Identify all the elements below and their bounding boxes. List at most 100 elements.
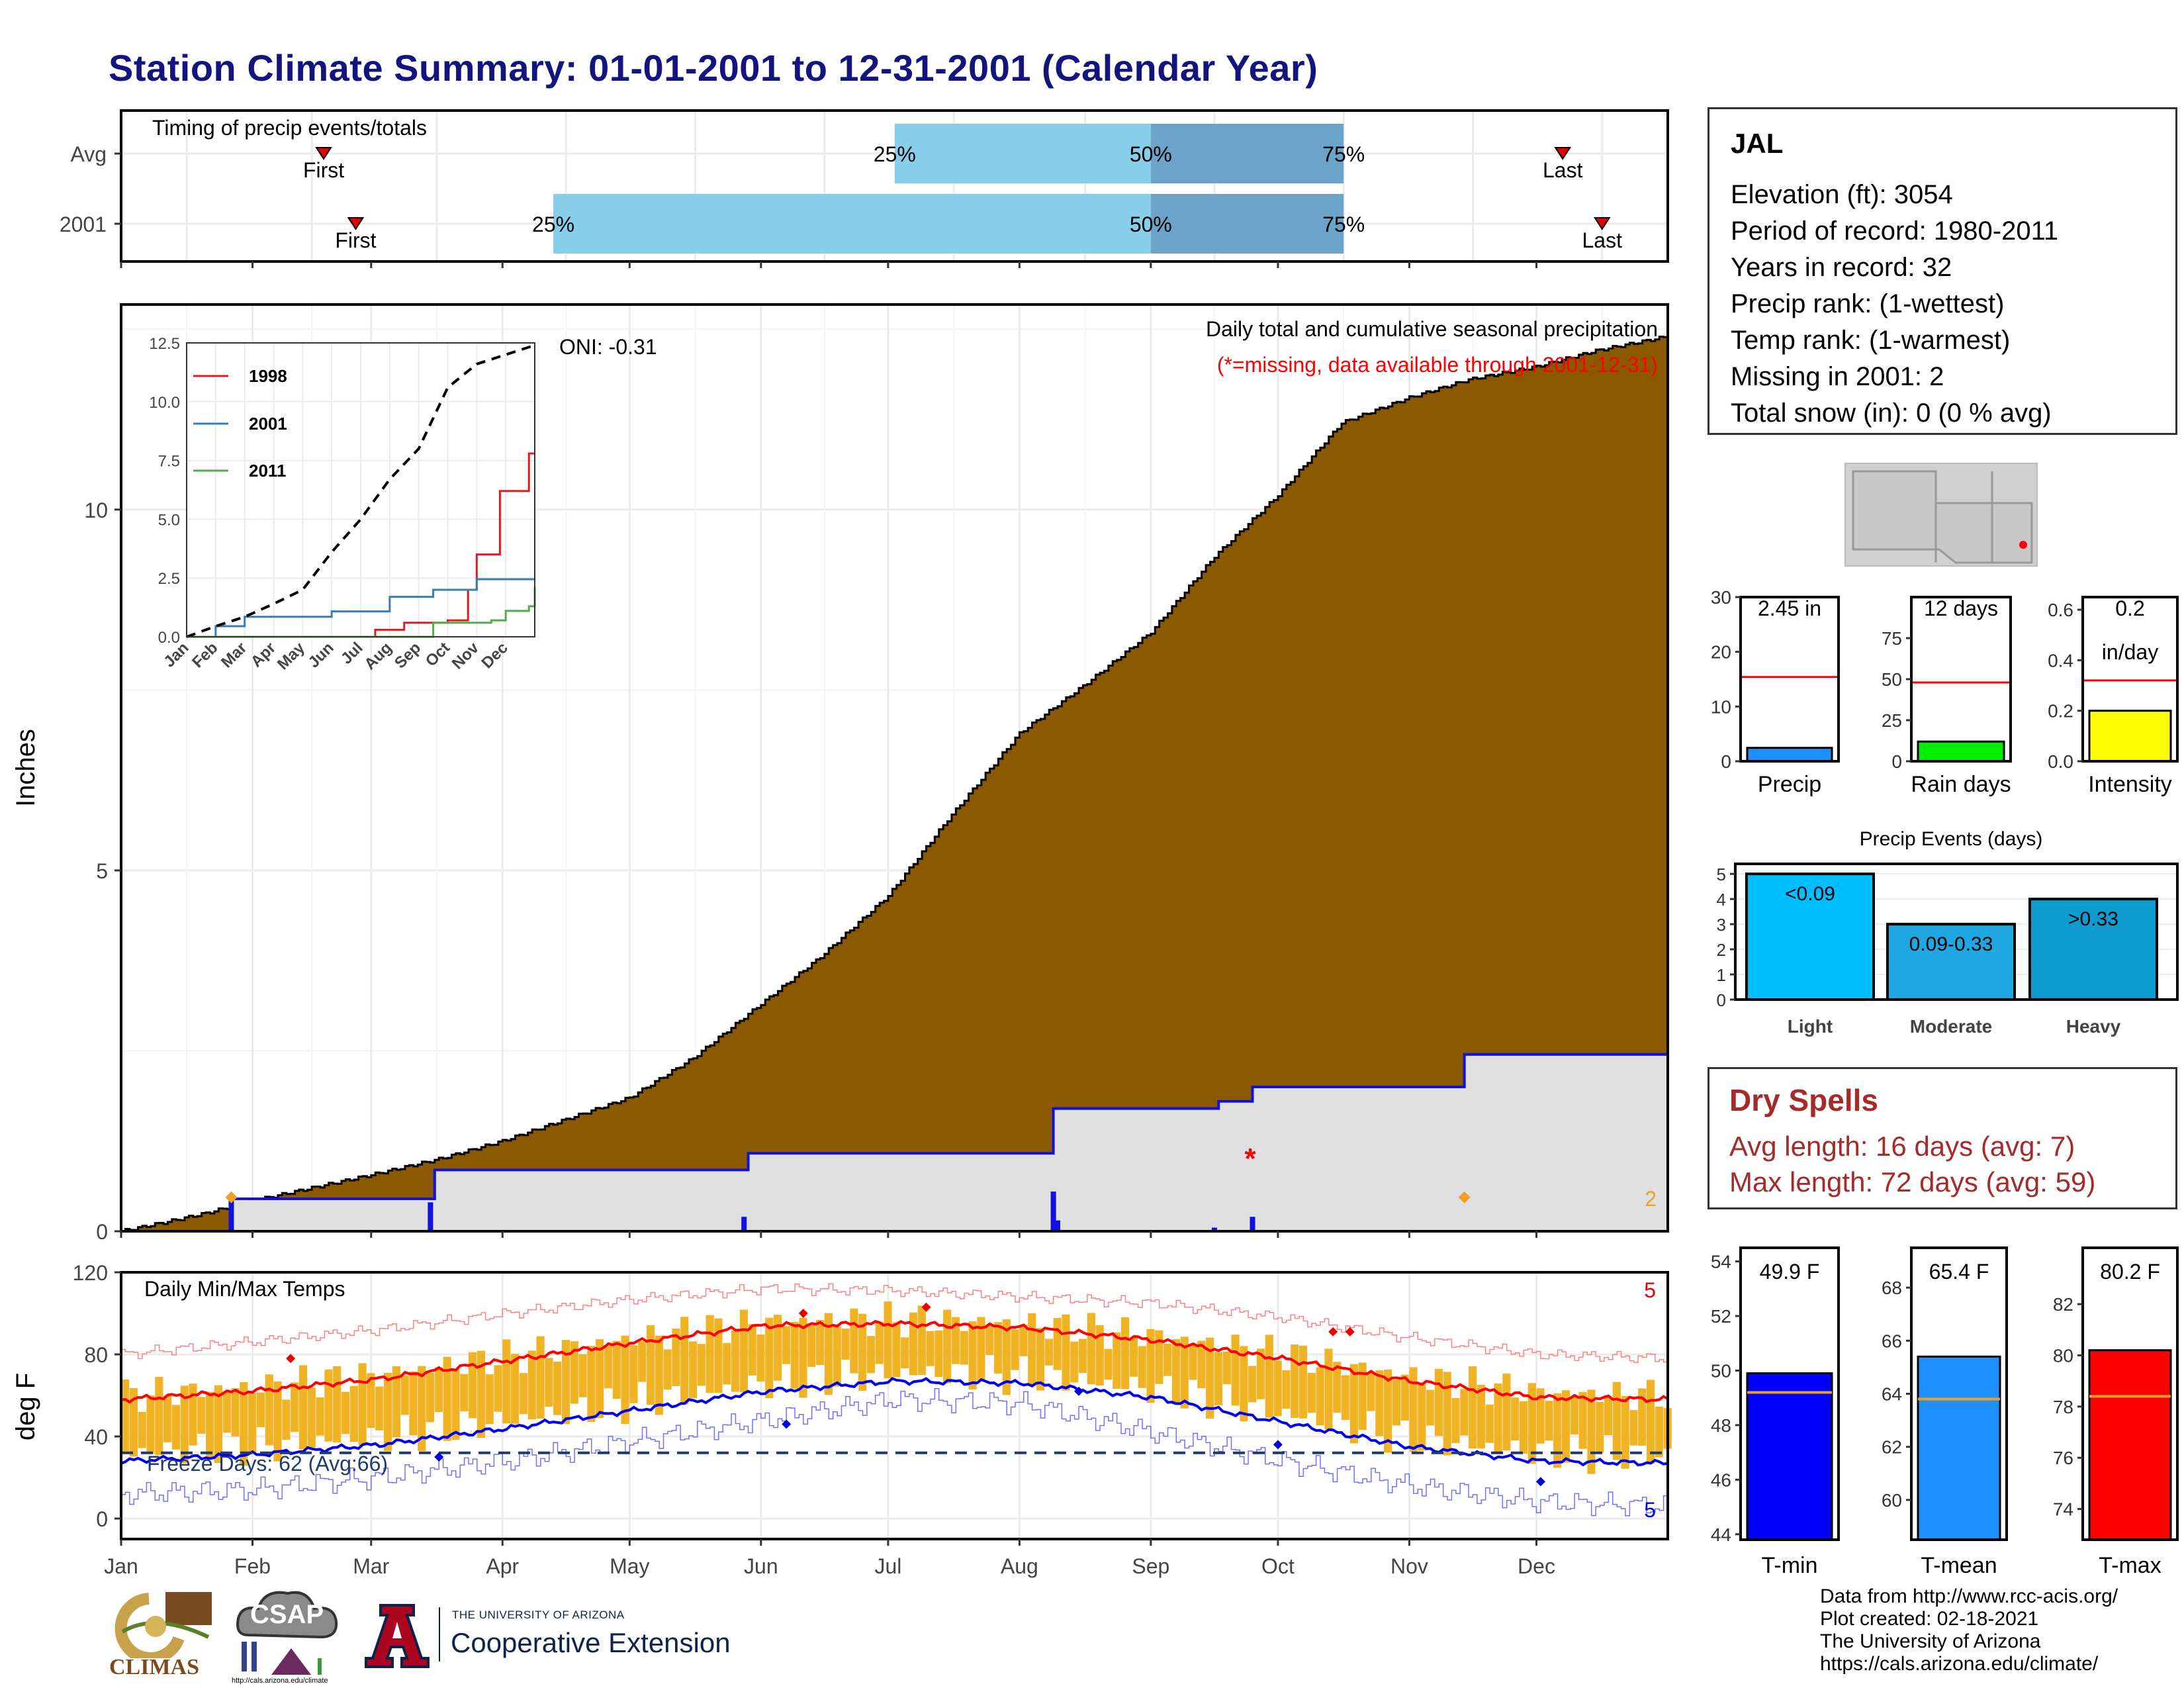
daily-temp-bar (307, 1387, 316, 1448)
events-category-label: Light (1788, 1016, 1833, 1037)
daily-temp-bar (138, 1411, 146, 1448)
daily-temp-bar (993, 1322, 1003, 1374)
daily-temp-bar (511, 1354, 520, 1424)
summary-precip-y-tick-label: 20 (1711, 642, 1731, 663)
daily-temp-bar (723, 1342, 731, 1385)
record-low-marker (434, 1452, 444, 1462)
daily-temp-bar (502, 1339, 511, 1424)
timing-p75-label: 75% (1322, 142, 1365, 166)
daily-temp-bar (1104, 1348, 1113, 1380)
daily-temp-bar (240, 1382, 248, 1466)
summary-temp-y-tick-label: 44 (1711, 1524, 1731, 1545)
month-tick-label: Jan (104, 1554, 138, 1578)
daily-temp-bar (578, 1354, 587, 1397)
station-years: Years in record: 32 (1731, 253, 1952, 282)
summary-temp-y-tick-label: 52 (1711, 1306, 1731, 1327)
footer-line: Data from http://www.rcc-acis.org/ (1820, 1585, 2118, 1607)
daily-temp-bar (1231, 1335, 1240, 1406)
events-category-label: Heavy (2066, 1016, 2121, 1037)
daily-temp-bar (1291, 1344, 1299, 1418)
daily-temp-bar (121, 1379, 130, 1454)
summary-precip-value-label-2: in/day (2102, 640, 2158, 664)
timing-row-label: 2001 (60, 212, 107, 236)
daily-temp-bar (1273, 1360, 1282, 1417)
daily-temp-bar (561, 1340, 570, 1425)
station-name: JAL (1731, 128, 1784, 159)
daily-temp-bar (1240, 1346, 1248, 1422)
summary-precip-name: Precip (1758, 772, 1821, 797)
inset-legend-label: 2011 (249, 461, 286, 481)
ua-small-text: THE UNIVERSITY OF ARIZONA (452, 1609, 625, 1621)
timing-marker-first (315, 147, 332, 160)
daily-temp-bar (358, 1363, 367, 1446)
daily-temp-bar (926, 1331, 934, 1366)
daily-temp-bar (265, 1374, 273, 1446)
daily-temp-bar (282, 1399, 291, 1440)
daily-temp-bar (291, 1382, 299, 1432)
daily-temp-bar (1400, 1374, 1409, 1421)
page-title: Station Climate Summary: 01-01-2001 to 1… (109, 47, 1318, 89)
climas-emblem-icon (114, 1592, 212, 1658)
daily-temp-bar (189, 1383, 197, 1446)
daily-temp-bar (1612, 1382, 1621, 1460)
year-cumulative-line (121, 1053, 1668, 1233)
daily-temp-bar (858, 1313, 867, 1391)
daily-temp-bar (1578, 1391, 1587, 1449)
daily-temp-bar (612, 1340, 621, 1399)
summary-temp-y-tick-label: 80 (2053, 1345, 2073, 1366)
events-y-tick-label: 4 (1717, 890, 1726, 910)
daily-temp-bar (1197, 1340, 1206, 1389)
inset-series-line (187, 452, 535, 638)
timing-first-label: First (335, 228, 376, 252)
station-elevation: Elevation (ft): 3054 (1731, 180, 1953, 209)
summary-precip-name: Rain days (1911, 772, 2011, 797)
summary-precip-panel (1739, 596, 1840, 763)
inset-border (186, 342, 535, 637)
daily-temp-bar (171, 1405, 180, 1450)
timing-first-label: First (303, 158, 344, 182)
daily-temp-bar (155, 1376, 163, 1456)
daily-temp-bar (1494, 1383, 1502, 1452)
summary-temp-y-tick-label: 66 (1882, 1331, 1902, 1351)
events-bar (1745, 872, 1875, 1001)
summary-temp-name: T-mean (1921, 1553, 1997, 1578)
summary-temp-name: T-max (2099, 1553, 2161, 1578)
daily-temp-bar (426, 1372, 435, 1423)
events-bar-label: 0.09-0.33 (1909, 933, 1993, 955)
month-tick-label: May (610, 1554, 649, 1578)
daily-temp-bar (1375, 1370, 1384, 1436)
daily-temp-bar (146, 1395, 155, 1454)
record-low-count: 5 (1644, 1498, 1656, 1522)
summary-temp-border (2081, 1246, 2179, 1541)
daily-temp-bar (901, 1337, 909, 1369)
daily-temp-bar (841, 1329, 850, 1360)
daily-temp-bar (1460, 1389, 1469, 1436)
summary-temp-value-label: 80.2 F (2100, 1260, 2160, 1284)
daily-temp-bar (1113, 1332, 1121, 1389)
daily-temp-bar (1570, 1397, 1578, 1435)
daily-temp-bar (1316, 1367, 1324, 1426)
temp-y-axis-label: deg F (11, 1373, 40, 1440)
summary-temp-border (1739, 1246, 1840, 1541)
daily-temp-bar (774, 1315, 782, 1381)
precip-annotation-title: Daily total and cumulative seasonal prec… (1206, 317, 1658, 341)
record-low-marker (1273, 1440, 1283, 1450)
daily-temp-bar (663, 1349, 672, 1390)
events-bar (2028, 898, 2158, 1002)
daily-temp-bar (909, 1312, 918, 1376)
daily-temp-bar (807, 1325, 816, 1367)
climas-logo-text: CLIMAS (109, 1655, 200, 1679)
summary-precip-y-tick-label: 30 (1711, 587, 1731, 608)
record-high-line (121, 1283, 1668, 1363)
daily-temp-bar (527, 1350, 536, 1420)
climas-logo: CLIMAS (109, 1585, 218, 1681)
summary-temp-value-label: 65.4 F (1929, 1260, 1989, 1284)
timing-p50-label: 50% (1130, 212, 1172, 236)
daily-temp-bar (638, 1341, 647, 1382)
daily-temp-bar (1621, 1395, 1629, 1469)
summary-precip-border (2081, 596, 2179, 763)
inset-legend-label: 1998 (249, 366, 287, 386)
daily-temp-bar (1163, 1343, 1172, 1376)
daily-temp-bar (748, 1324, 756, 1376)
